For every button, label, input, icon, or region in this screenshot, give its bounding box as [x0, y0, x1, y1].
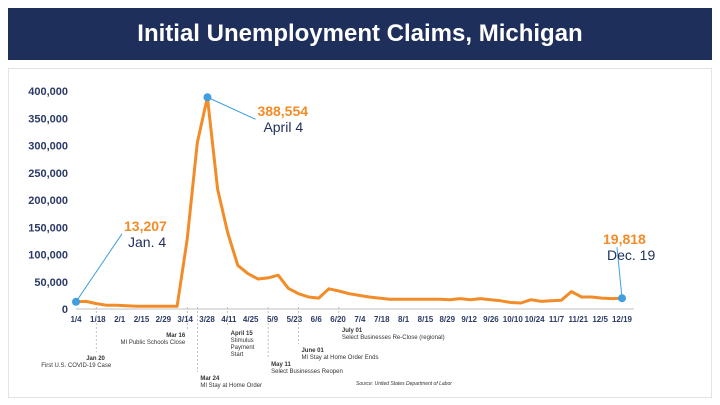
event-text: MI Stay at Home Order — [200, 383, 262, 389]
x-tick-label: 1/18 — [90, 315, 106, 324]
y-tick-label: 50,000 — [34, 277, 68, 289]
x-tick-label: 8/15 — [418, 315, 434, 324]
callout-leader-line — [616, 247, 623, 299]
x-tick-label: 2/29 — [156, 315, 172, 324]
x-tick-label: 6/6 — [311, 315, 323, 324]
event-text: Payment — [231, 345, 255, 351]
callout-marker — [618, 294, 626, 303]
event-date: May 11 — [271, 362, 291, 368]
y-tick-label: 150,000 — [28, 222, 68, 234]
callout-label: April 4 — [263, 119, 303, 135]
y-tick-label: 350,000 — [28, 113, 68, 125]
callout-value: 13,207 — [124, 218, 167, 234]
x-tick-label: 10/10 — [503, 315, 524, 324]
x-tick-label: 11/21 — [569, 315, 589, 324]
event-text: Select Businesses Reopen — [271, 369, 343, 375]
x-tick-label: 11/7 — [549, 315, 565, 324]
x-tick-label: 3/28 — [199, 315, 215, 324]
x-tick-label: 7/4 — [354, 315, 366, 324]
y-tick-label: 400,000 — [28, 86, 68, 98]
x-tick-label: 9/12 — [461, 315, 477, 324]
event-date: Mar 24 — [200, 376, 220, 382]
x-tick-label: 6/20 — [330, 315, 346, 324]
x-tick-label: 5/23 — [287, 315, 303, 324]
event-text: MI Stay at Home Order Ends — [301, 355, 378, 361]
y-tick-label: 300,000 — [28, 141, 68, 153]
callout-label: Dec. 19 — [607, 247, 655, 263]
x-tick-label: 1/4 — [70, 315, 82, 324]
chart-title: Initial Unemployment Claims, Michigan — [137, 20, 583, 47]
x-tick-label: 2/1 — [114, 315, 126, 324]
callout-leader-line — [207, 96, 256, 120]
event-date: June 01 — [301, 348, 324, 354]
x-tick-label: 8/1 — [398, 315, 410, 324]
x-tick-label: 4/11 — [221, 315, 237, 324]
source-note: Source: United States Department of Labo… — [356, 381, 452, 387]
callout-marker — [72, 297, 80, 306]
x-tick-label: 12/19 — [612, 315, 633, 324]
y-tick-label: 0 — [62, 304, 68, 316]
event-text: Start — [231, 352, 244, 358]
event-text: Stimulus — [231, 338, 254, 344]
x-tick-label: 4/25 — [243, 315, 259, 324]
x-tick-label: 2/15 — [134, 315, 150, 324]
event-date: April 15 — [231, 331, 254, 337]
y-tick-label: 100,000 — [28, 250, 68, 262]
callout-value: 388,554 — [257, 103, 308, 119]
x-tick-label: 3/14 — [177, 315, 193, 324]
x-tick-label: 5/9 — [267, 315, 279, 324]
x-tick-label: 10/24 — [525, 315, 546, 324]
callout-value: 19,818 — [603, 231, 646, 247]
event-text: Select Businesses Re-Close (regional) — [342, 335, 445, 341]
x-tick-label: 12/5 — [592, 315, 608, 324]
event-date: July 01 — [342, 328, 363, 334]
x-tick-label: 9/26 — [483, 315, 499, 324]
event-text: First U.S. COVID-19 Case — [41, 363, 112, 369]
callout-label: Jan. 4 — [128, 234, 166, 250]
title-banner: Initial Unemployment Claims, Michigan — [8, 8, 712, 60]
callout-marker — [203, 93, 212, 102]
event-date: Jan 20 — [86, 356, 105, 362]
claims-series-line — [74, 95, 624, 308]
line-chart: 0 50,000 100,000 150,000 200,000 250,000 300,0… — [28, 86, 655, 389]
event-date: Mar 16 — [166, 333, 186, 339]
y-tick-label: 200,000 — [28, 195, 68, 207]
x-tick-label: 8/29 — [439, 315, 455, 324]
chart-panel: 0 50,000 100,000 150,000 200,000 250,000 300,0… — [8, 68, 712, 398]
y-tick-label: 250,000 — [28, 168, 68, 180]
event-text: MI Public Schools Close — [121, 340, 186, 346]
x-tick-label: 7/18 — [374, 315, 390, 324]
callout-leader-line — [75, 233, 123, 303]
